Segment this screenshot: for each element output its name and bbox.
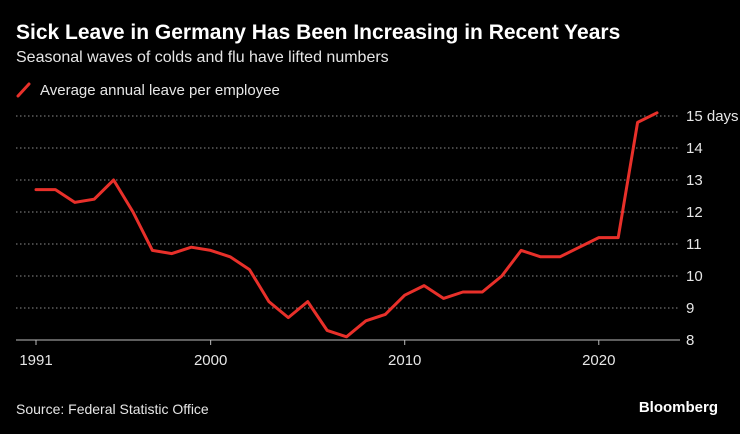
y-tick-label: 11	[686, 236, 702, 253]
chart-subtitle: Seasonal waves of colds and flu have lif…	[16, 49, 389, 66]
red-line-icon	[16, 82, 31, 98]
y-tick-label: 15 days	[686, 108, 739, 125]
series-layer	[34, 111, 659, 339]
x-tick-label: 2000	[194, 352, 227, 369]
x-tick-label: 2020	[582, 352, 615, 369]
x-tick-label: 2010	[388, 352, 421, 369]
legend: Average annual leave per employee	[16, 79, 280, 101]
bloomberg-logo: Bloomberg	[638, 399, 718, 416]
y-tick-label: 8	[686, 332, 694, 349]
y-tick-label: 14	[686, 140, 703, 157]
y-tick-label: 9	[686, 300, 694, 317]
x-axis	[16, 339, 680, 345]
y-tick-label: 10	[686, 268, 703, 285]
x-tick-label: 1991	[19, 352, 52, 369]
y-tick-label: 12	[686, 204, 703, 221]
series-line	[34, 111, 659, 339]
x-axis-labels: 1991 2000 2010 2020	[19, 352, 615, 369]
chart-title: Sick Leave in Germany Has Been Increasin…	[16, 21, 621, 44]
grid-lines	[16, 115, 680, 309]
y-tick-label: 13	[686, 172, 703, 189]
y-axis-labels: 8 9 10 11 12 13 14 15 days	[686, 108, 739, 349]
legend-label: Average annual leave per employee	[40, 81, 280, 99]
source-note: Source: Federal Statistic Office	[16, 401, 209, 417]
